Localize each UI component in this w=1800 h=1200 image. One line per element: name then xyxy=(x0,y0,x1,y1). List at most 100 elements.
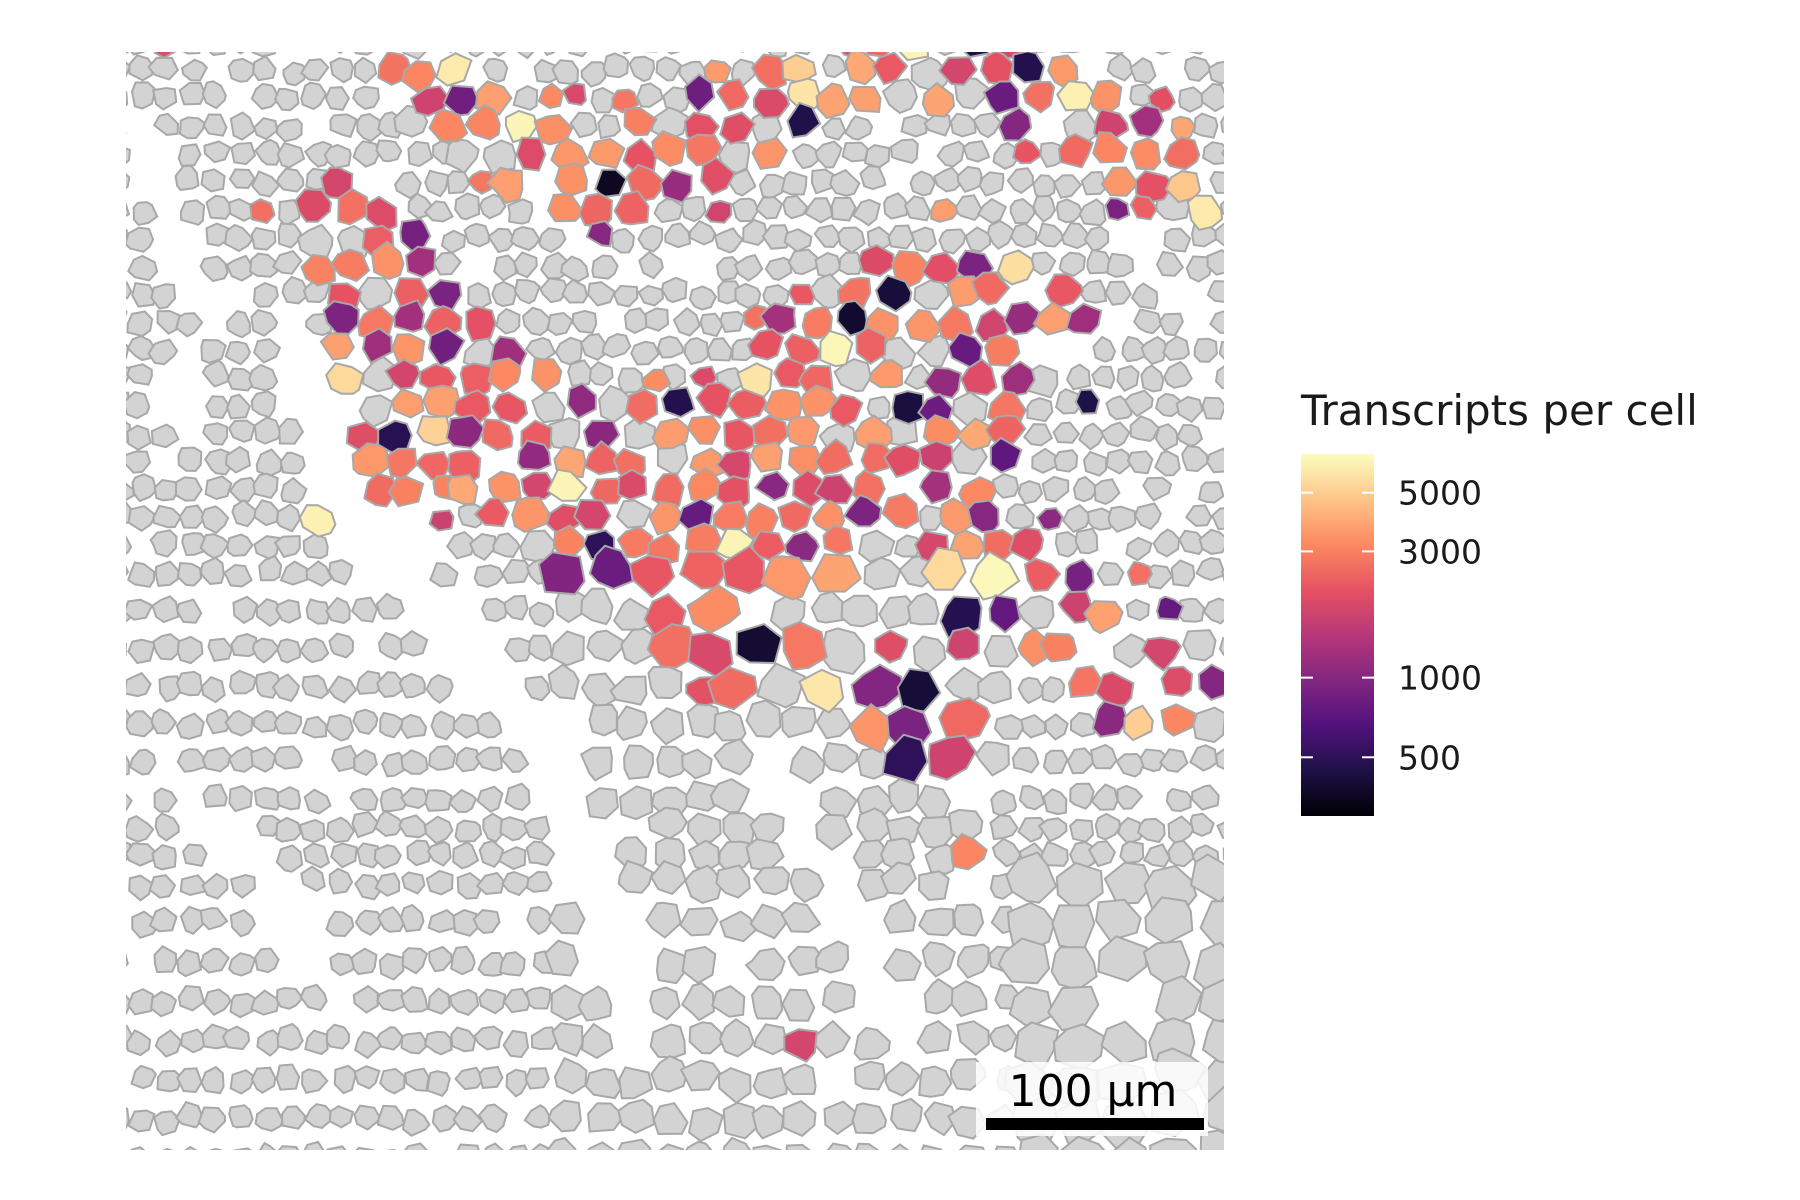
cell xyxy=(426,840,452,867)
cell xyxy=(512,251,538,279)
cell-expressing xyxy=(1160,665,1194,698)
cell-expressing xyxy=(1104,197,1131,222)
cell xyxy=(841,141,869,163)
cell-expressing xyxy=(950,832,988,871)
cell xyxy=(972,112,1002,139)
cell-expressing xyxy=(573,498,612,531)
cell xyxy=(879,861,917,895)
cell xyxy=(1105,52,1124,56)
cell xyxy=(448,52,453,54)
cell xyxy=(810,590,846,624)
cell xyxy=(588,361,614,387)
cell xyxy=(814,251,842,278)
cell xyxy=(1106,252,1135,278)
cell xyxy=(1037,817,1068,843)
cell-expressing xyxy=(988,594,1022,634)
cell xyxy=(586,1102,626,1133)
cell xyxy=(324,86,351,111)
cell xyxy=(1011,746,1040,774)
cell xyxy=(353,56,378,85)
cell-expressing xyxy=(659,168,693,204)
cell xyxy=(236,52,246,55)
cell xyxy=(126,450,152,474)
cell xyxy=(202,113,228,137)
cell xyxy=(254,1107,284,1132)
cell-expressing xyxy=(491,391,529,425)
cell xyxy=(569,111,598,139)
cell-expressing xyxy=(552,524,587,558)
cell xyxy=(1220,115,1224,134)
cell-expressing xyxy=(855,326,887,365)
cell xyxy=(544,939,580,977)
cell xyxy=(713,227,744,254)
cell xyxy=(229,909,257,938)
cell xyxy=(1009,222,1038,249)
cell xyxy=(379,1067,406,1095)
cell xyxy=(487,227,517,254)
cell xyxy=(1078,422,1106,451)
cell xyxy=(781,988,816,1022)
cell xyxy=(472,1025,504,1051)
cell xyxy=(352,85,380,110)
cell xyxy=(623,307,649,335)
cell xyxy=(228,476,260,503)
cell xyxy=(1090,743,1118,770)
cell xyxy=(450,945,476,976)
cell xyxy=(398,672,426,699)
cell xyxy=(126,994,133,1016)
cell xyxy=(956,943,990,979)
cell xyxy=(1133,308,1163,335)
cell xyxy=(126,310,128,317)
cell-expressing xyxy=(1074,388,1101,415)
cell xyxy=(304,1029,329,1056)
cell xyxy=(683,336,710,366)
cell-expressing xyxy=(628,554,676,599)
cell xyxy=(653,198,684,224)
cell-expressing xyxy=(446,473,479,506)
cell xyxy=(401,947,429,975)
cell xyxy=(200,505,230,535)
cell xyxy=(400,713,428,740)
cell xyxy=(427,987,451,1015)
cell xyxy=(126,281,133,300)
cell xyxy=(178,82,207,106)
cell xyxy=(1189,744,1218,772)
cell xyxy=(851,198,881,227)
cell xyxy=(175,312,204,338)
cell-expressing xyxy=(904,308,943,344)
cell xyxy=(407,140,434,168)
cell xyxy=(538,227,567,254)
cell xyxy=(440,229,467,255)
cell-expressing xyxy=(930,198,959,223)
cell xyxy=(1090,783,1119,811)
cell xyxy=(547,1099,582,1133)
cell xyxy=(1068,818,1095,843)
cell-expressing xyxy=(945,626,980,661)
cell xyxy=(681,945,717,985)
cell xyxy=(915,784,952,822)
cell xyxy=(647,806,689,840)
cell-expressing xyxy=(898,52,930,62)
cell xyxy=(428,745,457,771)
cell xyxy=(154,560,183,587)
cell xyxy=(126,454,129,466)
cell xyxy=(126,1029,152,1057)
cell xyxy=(1105,448,1131,475)
cell xyxy=(158,675,183,703)
cell xyxy=(150,708,178,735)
cell xyxy=(543,52,556,57)
cell-expressing xyxy=(623,106,658,137)
cell xyxy=(719,310,746,333)
cell xyxy=(250,82,280,111)
cell xyxy=(253,117,279,141)
cell-expressing xyxy=(546,192,585,223)
cell xyxy=(655,56,683,82)
cell xyxy=(722,812,756,846)
cell xyxy=(325,910,355,938)
cell xyxy=(547,417,581,452)
cell xyxy=(147,56,180,81)
cell xyxy=(688,1021,723,1055)
cell-expressing xyxy=(686,415,722,445)
cell xyxy=(452,908,479,937)
cell xyxy=(1060,1135,1106,1150)
